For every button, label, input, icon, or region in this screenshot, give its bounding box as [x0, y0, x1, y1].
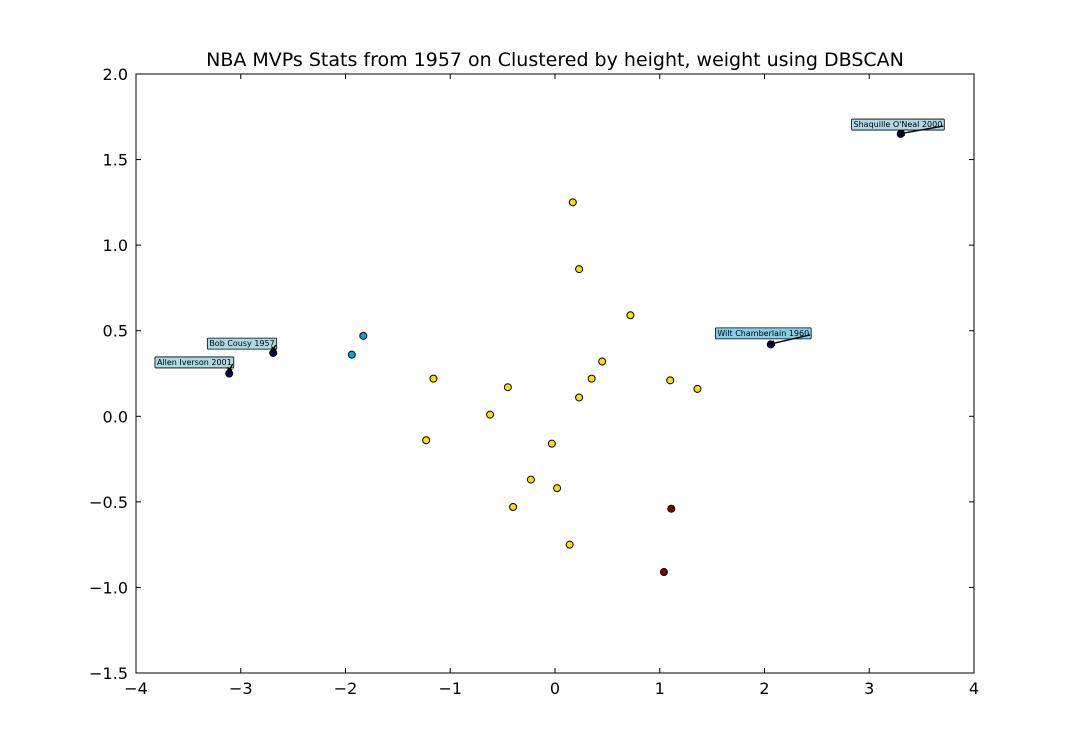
- y-tick-label: 2.0: [103, 65, 128, 84]
- annotation-box: [154, 356, 235, 369]
- data-point-c2: [547, 439, 556, 448]
- y-tick-label: 1.0: [103, 236, 128, 255]
- annotation-label: Allen Iverson 2001: [157, 358, 232, 367]
- annotation-arrow: [898, 125, 944, 135]
- annotation: Bob Cousy 1957: [206, 337, 278, 354]
- x-tick-label: 3: [864, 679, 874, 698]
- annotation-arrowhead: [271, 346, 277, 353]
- data-point-c2: [509, 502, 518, 511]
- annotation-label: Bob Cousy 1957: [209, 339, 274, 348]
- annotation-label: Wilt Chamberlain 1960: [717, 329, 809, 338]
- annotation-label: Shaquille O'Neal 2000: [854, 120, 943, 129]
- annotation: Shaquille O'Neal 2000: [851, 118, 945, 136]
- data-point-c2: [503, 383, 512, 392]
- y-tick-label: 0.0: [103, 407, 128, 426]
- x-tick-label: −4: [124, 679, 148, 698]
- chart-title: NBA MVPs Stats from 1957 on Clustered by…: [206, 49, 904, 71]
- y-tick-label: 0.5: [103, 322, 128, 341]
- data-point-c1: [347, 350, 356, 359]
- annotation-box: [851, 118, 945, 131]
- data-point-c2: [526, 475, 535, 484]
- data-point-c2: [587, 374, 596, 383]
- annotation-arrowhead: [898, 129, 906, 136]
- data-point-c3: [667, 504, 676, 513]
- y-tick-label: −0.5: [89, 493, 128, 512]
- annotation-arrow: [768, 334, 811, 346]
- data-point-c2: [429, 374, 438, 383]
- data-point-c3: [659, 568, 668, 577]
- data-point-c2: [626, 311, 635, 320]
- x-tick-label: 2: [759, 679, 769, 698]
- data-point-c2: [575, 265, 584, 274]
- data-point-c2: [486, 410, 495, 419]
- y-tick-label: −1.5: [89, 664, 128, 683]
- annotations: Allen Iverson 2001 Bob Cousy 1957 Wilt Cha…: [154, 118, 945, 374]
- axis-ticks: −4 −3 −2 −1 0 1 2 3 4 −1.5 −1.0 −0.5 0.0 0.5 1.0 1.5 2.0: [89, 65, 979, 698]
- data-point-c2: [553, 484, 562, 493]
- x-tick-label: −2: [334, 679, 358, 698]
- data-point-c2: [575, 393, 584, 402]
- y-tick-label: 1.5: [103, 151, 128, 170]
- annotation: Wilt Chamberlain 1960: [714, 327, 812, 346]
- annotation-arrowhead: [227, 366, 233, 374]
- annotation-box: [206, 337, 278, 350]
- data-point-c2: [598, 357, 607, 366]
- annotation: Allen Iverson 2001: [154, 356, 235, 374]
- data-point-c2: [422, 436, 431, 445]
- data-point-c2: [568, 198, 577, 207]
- x-tick-label: −1: [438, 679, 462, 698]
- data-point-c2: [565, 540, 574, 549]
- x-tick-label: 0: [550, 679, 560, 698]
- plot-area: [135, 73, 975, 674]
- x-tick-label: 1: [655, 679, 665, 698]
- data-point-c1: [359, 331, 368, 340]
- data-points: [225, 129, 905, 577]
- annotation-box: [714, 327, 812, 340]
- data-point-c2: [666, 376, 675, 385]
- x-tick-label: −3: [229, 679, 253, 698]
- x-tick-label: 4: [969, 679, 979, 698]
- y-tick-label: −1.0: [89, 578, 128, 597]
- data-point-c2: [693, 384, 702, 393]
- annotation-arrowhead: [768, 340, 776, 346]
